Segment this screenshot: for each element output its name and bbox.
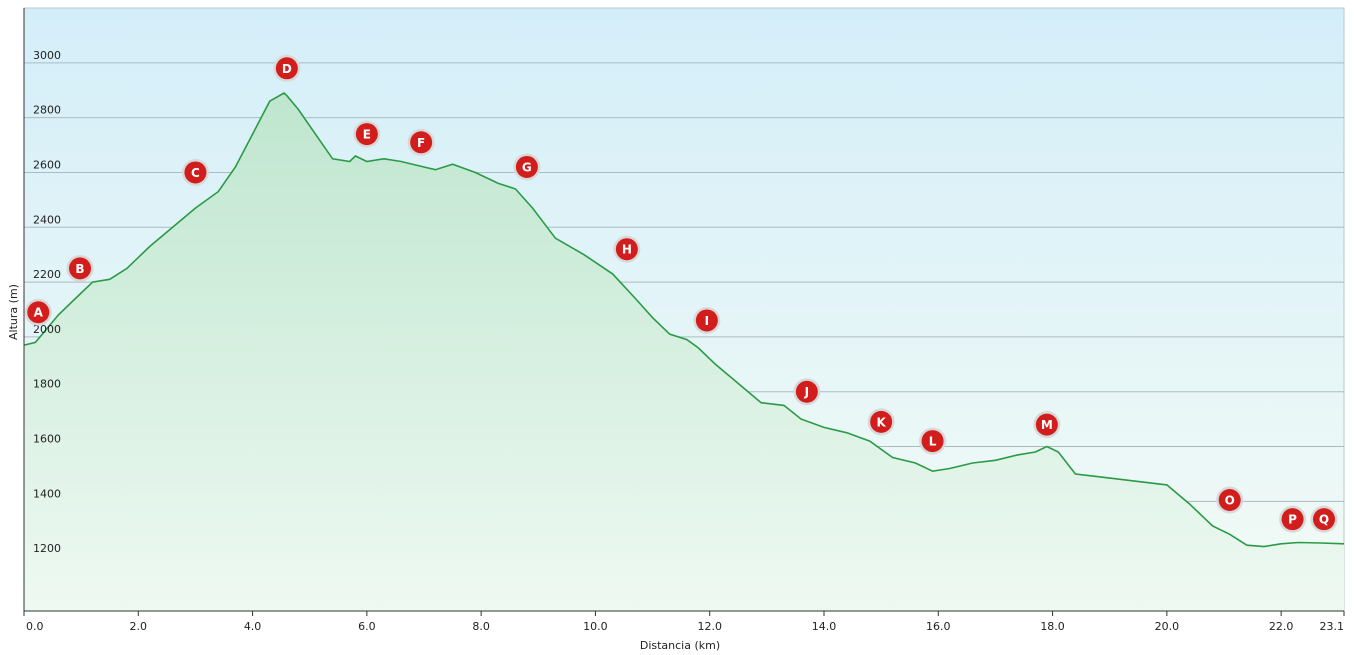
waypoint-dot	[615, 238, 638, 261]
y-tick-label: 2600	[33, 158, 61, 171]
waypoint-d: D	[273, 54, 301, 82]
y-tick-label: 1400	[33, 487, 61, 500]
x-tick-label: 12.0	[697, 620, 722, 633]
waypoint-label: E	[363, 128, 371, 142]
waypoint-label: K	[876, 415, 886, 429]
x-tick-label: 8.0	[472, 620, 490, 633]
waypoint-label: P	[1288, 513, 1297, 527]
y-tick-label: 1200	[33, 542, 61, 555]
waypoint-q: Q	[1310, 505, 1338, 533]
waypoint-dot	[355, 123, 378, 146]
waypoint-dot	[795, 380, 818, 403]
y-tick-label: 3000	[33, 49, 61, 62]
waypoint-label: A	[34, 306, 44, 320]
y-tick-label: 2400	[33, 213, 61, 226]
x-tick-label: 20.0	[1155, 620, 1180, 633]
waypoint-o: O	[1216, 486, 1244, 514]
waypoint-label: D	[282, 62, 292, 76]
waypoint-label: L	[929, 435, 937, 449]
y-axis-title: Altura (m)	[7, 284, 20, 340]
y-tick-label: 1800	[33, 378, 61, 391]
waypoint-c: C	[181, 158, 209, 186]
waypoint-a: A	[24, 298, 52, 326]
waypoint-label: H	[622, 243, 632, 257]
elevation-line	[23, 92, 1345, 548]
waypoint-dot	[1035, 413, 1058, 436]
waypoint-j: J	[793, 378, 821, 406]
waypoint-dot	[695, 309, 718, 332]
x-tick-label: 4.0	[244, 620, 262, 633]
waypoint-e: E	[353, 120, 381, 148]
y-tick-label: 2800	[33, 104, 61, 117]
x-tick-label: 0.0	[26, 620, 44, 633]
waypoint-p: P	[1279, 505, 1307, 533]
x-tick-label: 23.1	[1320, 620, 1345, 633]
waypoint-label: B	[75, 262, 84, 276]
waypoint-dot	[1218, 488, 1241, 511]
waypoint-f: F	[407, 128, 435, 156]
waypoint-dot	[921, 430, 944, 453]
y-tick-label: 2000	[33, 323, 61, 336]
waypoint-label: O	[1225, 493, 1235, 507]
x-tick-label: 14.0	[812, 620, 837, 633]
y-axis-ticks: 1200 1400 1600 1800 2000 2200 2400 2600 2800 3000	[33, 49, 61, 555]
waypoint-dot	[184, 161, 207, 184]
waypoint-i: I	[693, 306, 721, 334]
waypoint-label: C	[191, 166, 200, 180]
waypoint-dot	[275, 57, 298, 80]
waypoint-dot	[870, 410, 893, 433]
x-tick-label: 6.0	[358, 620, 376, 633]
waypoint-l: L	[919, 427, 947, 455]
waypoint-label: G	[522, 160, 532, 174]
waypoint-label: I	[705, 314, 709, 328]
elevation-area	[24, 93, 1344, 611]
waypoint-label: Q	[1319, 513, 1329, 527]
waypoint-dot	[1281, 508, 1304, 531]
x-tick-label: 22.0	[1269, 620, 1294, 633]
waypoint-h: H	[613, 235, 641, 263]
waypoint-m: M	[1033, 411, 1061, 439]
waypoint-g: G	[513, 153, 541, 181]
waypoint-label: M	[1041, 418, 1053, 432]
waypoint-dot	[1313, 508, 1335, 531]
waypoint-dot	[515, 155, 538, 178]
x-tick-label: 16.0	[926, 620, 951, 633]
x-tick-label: 2.0	[130, 620, 148, 633]
x-axis-title: Distancia (km)	[640, 639, 720, 652]
y-tick-label: 1600	[33, 433, 61, 446]
waypoint-dot	[27, 301, 50, 324]
y-tick-label: 2200	[33, 268, 61, 281]
x-tick-label: 18.0	[1040, 620, 1065, 633]
waypoint-k: K	[867, 408, 895, 436]
waypoint-dot	[69, 257, 91, 280]
waypoint-dot	[410, 131, 433, 154]
x-axis-ticks: 0.0 2.0 4.0 6.0 8.0 10.0 12.0 14.0 16.0 18.0 20.0 2…	[23, 611, 1345, 633]
waypoint-b: B	[66, 254, 94, 282]
waypoint-markers: A B C D E F G H I J K L M O P Q	[24, 54, 1338, 533]
x-tick-label: 10.0	[583, 620, 608, 633]
waypoint-label: F	[417, 136, 425, 150]
waypoint-label: J	[804, 385, 809, 399]
